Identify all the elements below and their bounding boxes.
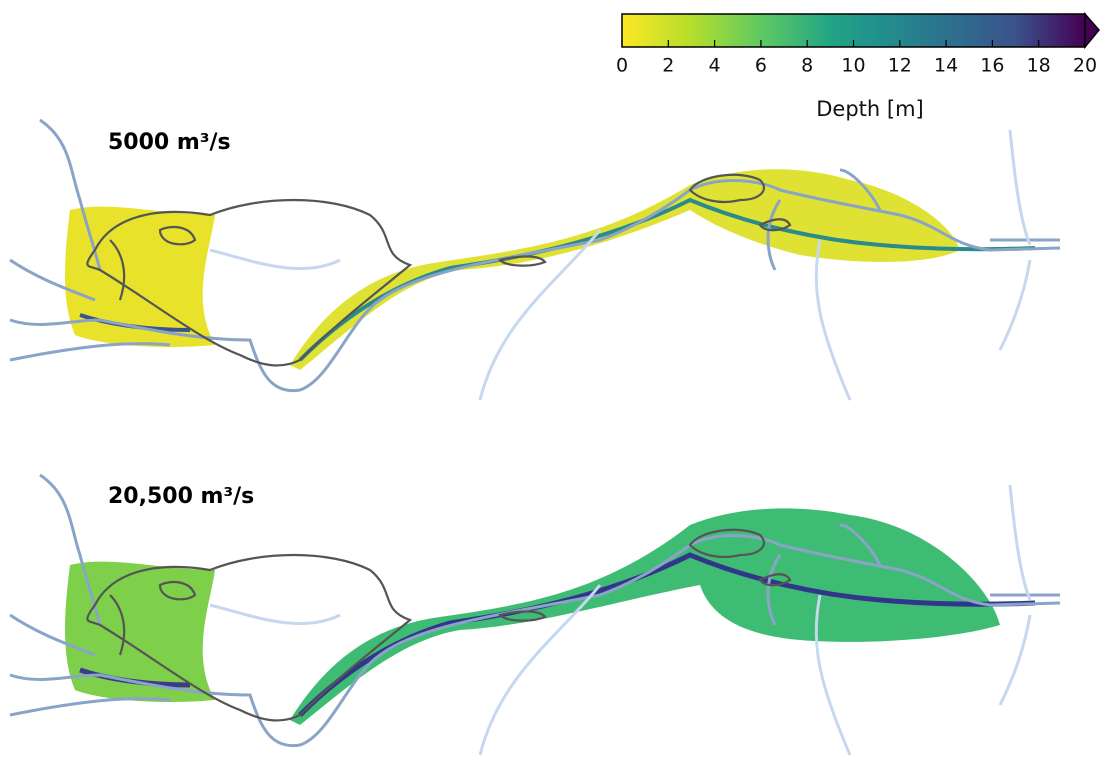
colorbar-tick-label: 6 — [755, 55, 767, 77]
colorbar-tick-label: 14 — [934, 55, 958, 77]
colorbar-label: Depth [m] — [816, 97, 923, 121]
flood-area — [65, 561, 215, 702]
colorbar-ticks: 0 2 4 6 8 10 12 14 16 18 20 — [616, 40, 1097, 77]
colorbar-tick-label: 4 — [709, 55, 721, 77]
map-panel: 5000 m³/s — [8, 118, 1062, 402]
colorbar-tick-label: 20 — [1073, 55, 1097, 77]
colorbar-tick-label: 8 — [801, 55, 813, 77]
panel-label: 20,500 m³/s — [108, 484, 254, 509]
colorbar-tick-label: 10 — [841, 55, 865, 77]
colorbar-tick-label: 12 — [888, 55, 912, 77]
colorbar-extension — [1084, 12, 1100, 50]
colorbar-tick-label: 0 — [616, 55, 628, 77]
map-panel: 20,500 m³/s — [8, 473, 1062, 757]
colorbar-tick-label: 18 — [1027, 55, 1051, 77]
colorbar-tick-label: 16 — [980, 55, 1004, 77]
panel-label: 5000 m³/s — [108, 130, 231, 155]
flood-area — [290, 169, 960, 370]
colorbar-tick-label: 2 — [662, 55, 674, 77]
flood-area — [65, 206, 215, 347]
flood-area — [290, 508, 1000, 725]
